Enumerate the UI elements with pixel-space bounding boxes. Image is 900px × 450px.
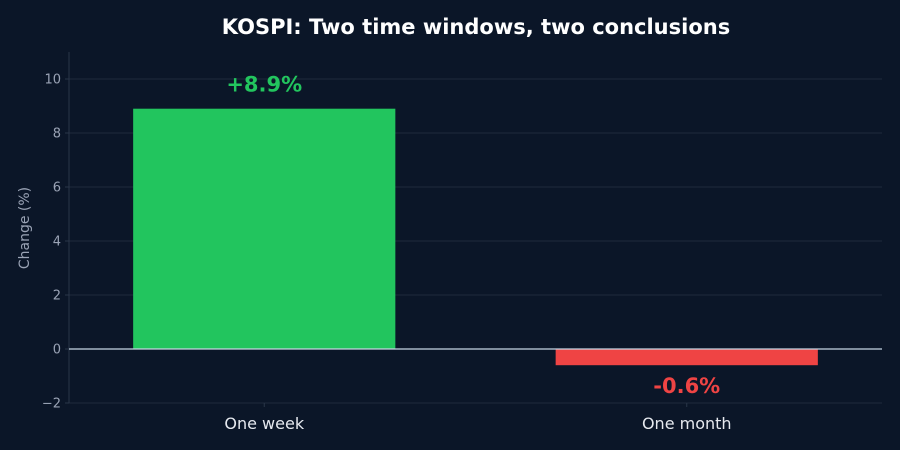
y-tick-label: 6 bbox=[53, 181, 61, 196]
bar-one-month bbox=[555, 349, 818, 366]
y-tick-label: 10 bbox=[44, 73, 61, 88]
y-tick-label: 2 bbox=[53, 289, 61, 304]
y-tick-label: 8 bbox=[53, 127, 61, 142]
x-tick-label: One week bbox=[224, 414, 304, 433]
chart-title: KOSPI: Two time windows, two conclusions bbox=[222, 15, 730, 39]
label-layer: +8.9% -0.6% bbox=[69, 73, 882, 398]
y-tick-label: −2 bbox=[42, 397, 61, 412]
bar-one-week bbox=[133, 108, 396, 349]
data-label: +8.9% bbox=[226, 73, 302, 97]
y-tick-label: 0 bbox=[53, 343, 61, 358]
x-tick-label: One month bbox=[642, 414, 732, 433]
data-label: -0.6% bbox=[653, 374, 720, 398]
y-axis-label: Change (%) bbox=[17, 187, 33, 269]
bar-layer bbox=[133, 108, 818, 366]
y-tick-label: 4 bbox=[53, 235, 61, 250]
axis-layer: −2 0 2 4 6 8 10 One week One month bbox=[42, 52, 732, 433]
